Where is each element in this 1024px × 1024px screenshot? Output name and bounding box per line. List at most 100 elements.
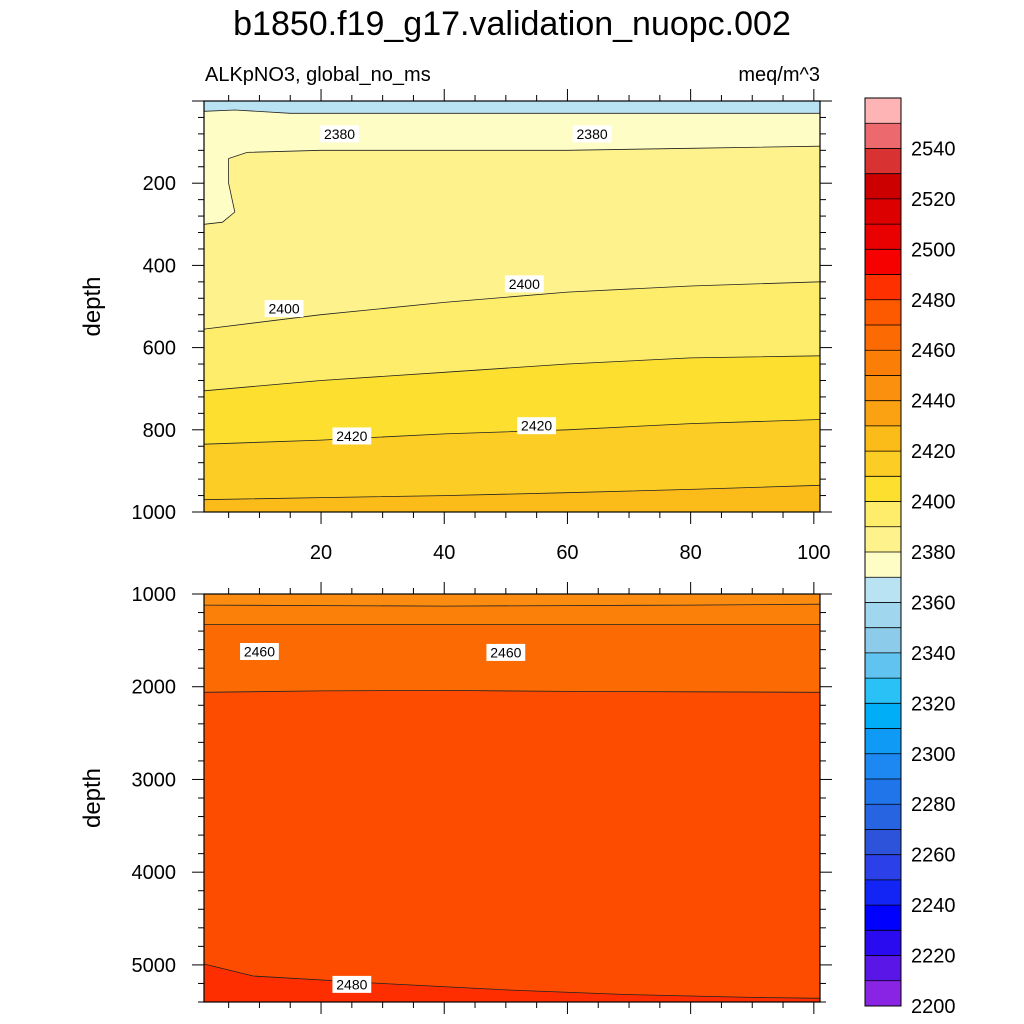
y-tick-label: 200: [143, 173, 176, 195]
colorbar-swatch: [865, 173, 901, 200]
contour-label: 2380: [572, 125, 612, 143]
colorbar-swatch: [865, 451, 901, 477]
y-tick-label: 1000: [132, 584, 177, 606]
contour-label-text: 2420: [336, 428, 367, 444]
colorbar-label: 2300: [911, 744, 956, 766]
colorbar-label: 2200: [911, 996, 956, 1018]
colorbar-swatch: [865, 829, 901, 856]
contour-label-text: 2400: [269, 301, 300, 317]
y-tick-label: 2000: [132, 677, 177, 699]
contour-label-text: 2480: [336, 976, 367, 992]
contour-label-box: [486, 643, 526, 661]
colorbar: 2540 2520 2500 2480 2460 2440 2420 2400 2380 2360…: [864, 97, 956, 1018]
contour-band-2435: [204, 485, 820, 512]
colorbar-swatch: [865, 577, 901, 603]
contour-label: 2420: [517, 417, 557, 435]
y-tick-label: 400: [143, 255, 176, 277]
x-tick-label: 20: [310, 542, 332, 564]
colorbar-swatch: [865, 400, 901, 427]
colorbar-label: 2280: [911, 794, 956, 816]
contour-label: 2400: [264, 300, 304, 318]
units-label: meq/m^3: [738, 64, 820, 86]
colorbar-swatch: [865, 375, 901, 402]
contour-label: 2460: [486, 643, 526, 661]
colorbar-label: 2380: [911, 542, 956, 564]
x-tick-label: 100: [797, 542, 830, 564]
contour-line: [203, 355, 821, 392]
y-tick-label: 5000: [132, 955, 177, 977]
contour-band-2475: [204, 690, 820, 1002]
contour-label-box: [332, 427, 372, 445]
colorbar-swatch: [865, 148, 901, 175]
colorbar-label: 2440: [911, 391, 956, 413]
upper-panel: 200 400 600 800 1000 20 40 60 80 100 depth 2380 2380…: [79, 89, 832, 564]
contour-label-box: [332, 975, 372, 993]
contour-line: [203, 419, 821, 445]
colorbar-swatch: [865, 854, 901, 881]
colorbar-swatch: [865, 980, 901, 1007]
colorbar-swatch: [865, 905, 901, 931]
contour-label-text: 2460: [490, 644, 521, 660]
y-tick-label: 600: [143, 338, 176, 360]
contour-line: [203, 689, 821, 693]
contour-label-box: [572, 125, 612, 143]
contour-line: [203, 109, 820, 114]
y-tick-label: 1000: [132, 502, 177, 524]
colorbar-label: 2260: [911, 845, 956, 867]
contour-label: 2480: [332, 975, 372, 993]
contour-label-text: 2380: [577, 126, 608, 142]
colorbar-swatch: [865, 652, 901, 679]
colorbar-swatch: [865, 476, 901, 503]
contour-label-box: [264, 300, 304, 318]
colorbar-swatch: [865, 678, 901, 704]
colorbar-label: 2480: [911, 290, 956, 312]
colorbar-frame: [864, 97, 902, 1007]
colorbar-swatch: [865, 602, 901, 629]
colorbar-swatch: [865, 804, 901, 830]
contour-label: 2380: [320, 125, 359, 143]
colorbar-swatch: [865, 274, 901, 301]
colorbar-swatch: [865, 224, 901, 250]
colorbar-swatch: [865, 627, 901, 654]
contour-label-box: [240, 642, 279, 660]
contour-label-box: [517, 417, 557, 435]
colorbar-swatch: [865, 425, 901, 452]
colorbar-swatch: [865, 703, 901, 730]
colorbar-label: 2320: [911, 693, 956, 715]
contour-line: [203, 963, 821, 999]
x-tick-label: 80: [680, 542, 702, 564]
y-tick-label: 4000: [132, 862, 177, 884]
colorbar-label: 2360: [911, 592, 956, 614]
colorbar-swatch: [865, 198, 901, 225]
contour-line: [203, 145, 821, 225]
colorbar-swatch: [865, 98, 901, 124]
contour-label-text: 2380: [324, 126, 355, 142]
contour-label: 2460: [240, 642, 279, 660]
contour-line: [203, 603, 821, 607]
colorbar-swatch: [865, 299, 901, 326]
colorbar-swatch: [865, 879, 901, 906]
colorbar-label: 2400: [911, 492, 956, 514]
y-tick-label: 800: [143, 420, 176, 442]
colorbar-swatch: [865, 501, 901, 528]
x-tick-label: 60: [556, 542, 578, 564]
contour-label-text: 2420: [521, 418, 552, 434]
contour-label-box: [320, 125, 359, 143]
colorbar-label: 2240: [911, 895, 956, 917]
colorbar-label: 2540: [911, 138, 956, 160]
colorbar-swatch: [865, 955, 901, 982]
contour-label: 2400: [504, 275, 544, 293]
colorbar-swatch: [865, 526, 901, 553]
colorbar-label: 2500: [911, 239, 956, 261]
colorbar-label: 2220: [911, 946, 956, 968]
x-tick-label: 40: [433, 542, 455, 564]
y-axis-title: depth: [79, 276, 106, 336]
chart-title: b1850.f19_g17.validation_nuopc.002: [233, 5, 791, 43]
colorbar-swatch: [865, 249, 901, 276]
colorbar-swatch: [865, 552, 901, 578]
contour-line: [203, 484, 821, 501]
y-axis-title: depth: [79, 768, 106, 828]
contour-label-box: [504, 275, 544, 293]
colorbar-swatch: [865, 779, 901, 805]
